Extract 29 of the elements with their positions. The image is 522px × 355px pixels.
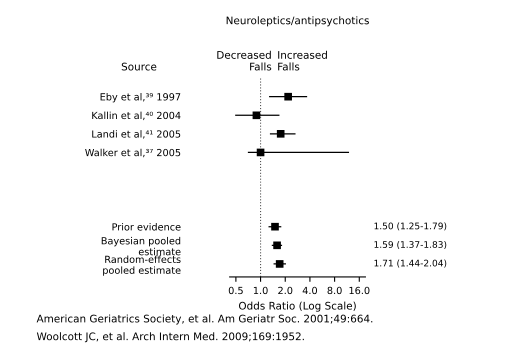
text: Source (122, 62, 156, 71)
x-tick-label: 0.5 (228, 286, 243, 294)
chart-title: Neuroleptics/antipsychotics (226, 16, 369, 26)
data-label: 1.50 (1.25-1.79) (374, 222, 446, 230)
y-tick-label: Landi et al,⁴¹ 2005 (92, 130, 180, 139)
point (271, 222, 279, 231)
y-tick-label: Eby et al,³⁹ 1997 (100, 92, 180, 102)
x-tick-label: 16.0 (350, 286, 370, 294)
y-tick-label: Prior evidence (112, 223, 181, 231)
x-tick-label: 2.0 (278, 286, 292, 294)
point (252, 111, 260, 120)
text: Decreased Falls (217, 50, 272, 71)
point (276, 130, 285, 138)
text: Increased Falls (278, 50, 327, 71)
text: Woolcott JC, et al. Arch Intern Med. 2009;169:1952. (36, 332, 304, 342)
data-label: 1.71 (1.44-2.04) (374, 260, 446, 268)
point (256, 148, 264, 156)
x-tick-label: 1.0 (254, 286, 268, 294)
x-tick-label: 4.0 (302, 286, 318, 294)
x-tick-label: 8.0 (328, 286, 342, 294)
y-tick-label: Bayesian pooled estimate (102, 236, 181, 256)
y-tick-label: Kallin et al,⁴⁰ 2004 (92, 112, 181, 120)
point (273, 241, 281, 250)
y-tick-label: Random-effects pooled estimate (103, 255, 181, 276)
point (276, 260, 284, 268)
data-label: 1.59 (1.37-1.83) (374, 240, 446, 249)
x-axis-title: Odds Ratio (Log Scale) (238, 302, 356, 312)
text: American Geriatrics Society, et al. Am Geriatr Soc. 2001;49:664. (36, 314, 372, 325)
y-tick-label: Walker et al,³⁷ 2005 (85, 148, 180, 158)
